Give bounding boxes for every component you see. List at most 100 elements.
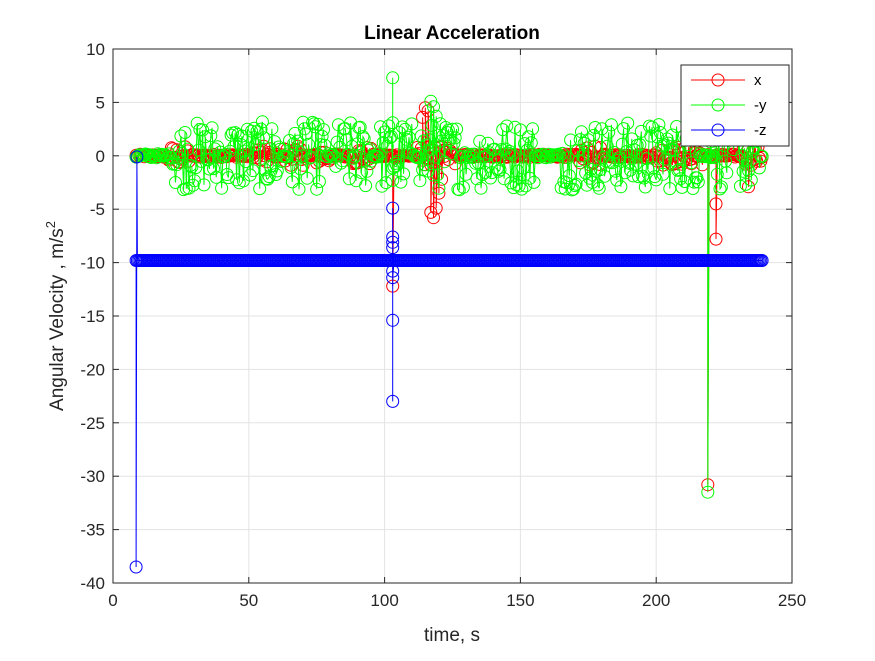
data-point--y [303,151,317,165]
data-point--y [652,118,666,132]
data-point--y [484,171,497,185]
data-point--y [475,168,489,182]
data-point--y [315,129,329,143]
data-point--y [299,127,313,141]
data-point--y [714,180,728,194]
data-point--y [261,172,275,186]
y-tick-label: -5 [90,200,105,219]
y-tick-label: 0 [96,147,105,166]
data-point--y [450,122,464,136]
data-point--y [685,156,698,170]
data-point--y [573,133,587,147]
data-point--y [429,150,443,164]
data-point--y [706,149,720,163]
data-point--y [174,129,188,143]
data-point--y [595,122,609,136]
data-point--y [542,147,556,161]
data-point--y [691,175,705,189]
data-point--y [675,180,689,194]
data-point--y [632,170,645,184]
data-point--z [386,235,400,249]
data-point--y [353,120,367,134]
data-point--y [334,156,348,170]
data-point--y [640,152,654,166]
data-point--y [173,144,186,158]
data-point--y [253,182,267,196]
data-point--y [496,123,510,137]
y-axis-label: Angular Velocity , m/s2 [43,221,68,411]
data-point--y [455,149,469,163]
series--y [129,71,769,499]
data-point--y [744,173,758,187]
data-point--y [266,159,280,173]
data-point--y [638,180,652,194]
series-layer [129,71,769,574]
y-tick-label: 10 [86,40,105,59]
data-point--y [553,149,567,163]
data-point--y [656,167,670,181]
data-point--y [391,154,405,168]
data-point--y [622,156,636,170]
data-point--y [245,124,258,138]
data-point--y [710,167,724,181]
data-point--y [399,132,413,146]
data-point--y [389,156,402,170]
data-point--y [270,164,284,178]
data-point--y [284,161,298,174]
data-point--y [588,121,602,134]
data-point--y [500,119,514,133]
data-point--y [190,116,204,130]
data-point--y [444,147,458,161]
data-point--y [439,121,453,134]
data-point--y [497,172,511,186]
data-point--y [310,182,324,196]
data-point--y [164,151,178,165]
data-point--y [644,129,658,143]
data-point--y [255,115,269,129]
data-point--y [223,144,237,158]
data-point--y [629,157,643,171]
data-point--y [251,132,265,146]
data-point--y [418,158,432,172]
y-axis-label-superscript: 2 [43,221,58,228]
ticks [112,48,793,584]
data-point--y [592,181,606,195]
data-point--y [348,149,362,163]
data-point--y [304,150,318,164]
data-point--y [289,149,303,163]
data-point-x [429,201,443,215]
data-point--y [379,176,393,190]
x-tick-label: 250 [778,591,806,610]
data-point--y [197,178,211,192]
data-point--y [610,173,624,187]
data-point--y [490,161,504,175]
data-point--y [188,174,201,188]
data-point--y [238,144,252,158]
data-point--y [198,130,212,144]
x-axis-label: time, s [424,625,480,646]
data-point--y [621,116,635,130]
data-point--y [474,181,488,195]
tick-labels: 0 50 100 150 200 2501050-5-10-15-20-25-30-35-… [80,40,806,610]
data-point-x [728,150,742,164]
data-point--y [412,151,426,165]
data-point--y [432,181,446,195]
data-point--y [317,123,330,137]
data-point--y [243,168,257,182]
data-point--y [647,161,660,175]
data-point--y [202,162,216,176]
x-tick-label: 150 [506,591,534,610]
data-point--y [515,182,529,196]
data-point--y [659,152,673,166]
data-point--y [614,180,628,194]
data-point--y [194,154,208,168]
x-tick-label: 0 [108,591,117,610]
data-point--y [733,179,747,193]
y-tick-label: 5 [96,93,105,112]
data-point--y [287,137,301,151]
data-point--y [227,140,241,154]
data-point--y [386,71,400,85]
data-point--y [448,131,462,145]
data-point--y [417,134,431,148]
